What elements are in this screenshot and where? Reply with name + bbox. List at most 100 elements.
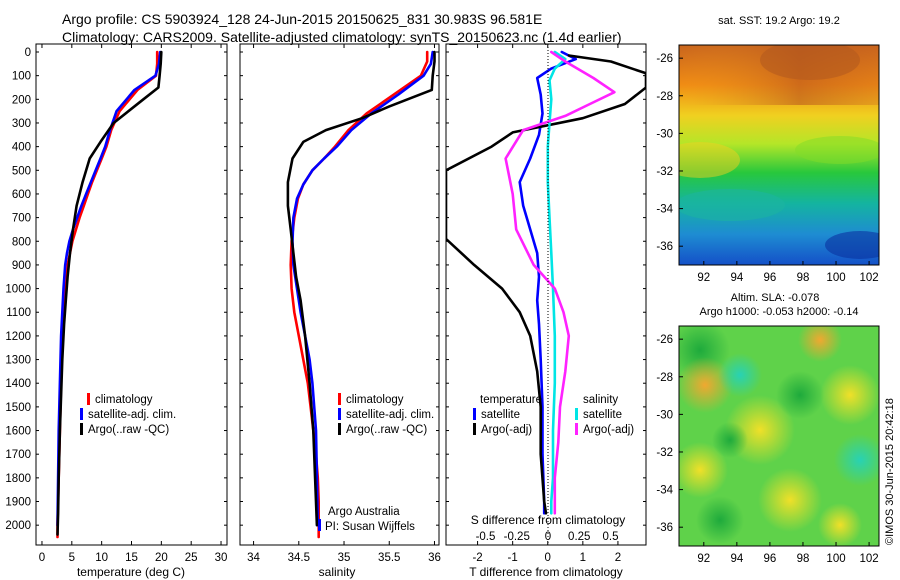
series-line-argo-raw-qc-	[286, 50, 436, 527]
depth-tick-label: 1100	[6, 307, 31, 319]
x-tick-label: 36	[428, 552, 441, 564]
salinity-series	[286, 50, 436, 539]
sla-x-ticks: 92 94 96 98 100 102	[697, 542, 879, 565]
temperature-series	[56, 50, 163, 539]
map-lon-tick-label: 92	[697, 272, 710, 284]
legend-swatch-t-argo	[473, 423, 476, 435]
x-tick-label: 25	[185, 552, 198, 564]
legend-swatch-s-satellite	[575, 408, 578, 420]
salinity-legend: climatology satellite-adj. clim. Argo(..…	[318, 393, 434, 533]
salinity-panel-frame	[239, 43, 440, 546]
x-tick-label: 15	[125, 552, 138, 564]
x-tick-label: 0	[545, 552, 551, 564]
map-lon-tick-label: 100	[826, 272, 845, 284]
sst-map-frame	[678, 44, 880, 266]
depth-tick-label: 1900	[5, 497, 31, 509]
map-lat-tick-label: -28	[656, 372, 673, 384]
depth-tick-label: 1600	[5, 426, 31, 438]
map-lat-tick-label: -28	[656, 91, 673, 103]
map-lat-tick-label: -36	[656, 241, 673, 253]
map-lon-tick-label: 96	[764, 272, 777, 284]
map-lon-tick-label: 100	[826, 553, 845, 565]
legend-head-salinity: salinity	[583, 394, 618, 406]
figure-title-line1: Argo profile: CS 5903924_128 24-Jun-2015…	[62, 11, 542, 27]
series-line-salinity-satellite	[546, 50, 567, 515]
legend-head-temperature: temperature	[480, 394, 542, 406]
depth-tick-label: 300	[12, 118, 31, 130]
legend-swatch-satellite	[338, 408, 341, 420]
series-line-temperature-satellite	[518, 50, 578, 515]
x-tick-label: -1	[508, 552, 518, 564]
map-lon-tick-label: 98	[797, 272, 810, 284]
legend-label-climatology: climatology	[95, 394, 153, 406]
x-tick-label: 35.5	[378, 552, 400, 564]
depth-tick-label: 2000	[5, 520, 31, 532]
sla-y-ticks: -26 -28 -30 -32 -34 -36	[656, 334, 683, 534]
map-lat-tick-label: -30	[656, 409, 673, 421]
difference-legend: temperature salinity satellite Argo(-adj…	[473, 394, 634, 436]
sst-map-title: sat. SST: 19.2 Argo: 19.2	[718, 15, 840, 27]
x-tick-label: 20	[155, 552, 168, 564]
depth-tick-label: 0	[25, 47, 31, 59]
credit-line1: Argo Australia	[328, 506, 400, 518]
depth-tick-label: 1800	[5, 473, 31, 485]
depth-tick-label: 1000	[5, 284, 31, 296]
t-difference-x-ticks: -2 -1 0 1 2	[472, 44, 621, 564]
map-lon-tick-label: 98	[797, 553, 810, 565]
map-lon-tick-label: 102	[859, 553, 878, 565]
x-tick-label: 5	[69, 552, 75, 564]
legend-label-s-argo: Argo(-adj)	[583, 424, 634, 436]
t-difference-axis-label: T difference from climatology	[469, 565, 623, 579]
series-line-argo-raw-qc-	[56, 50, 163, 536]
legend-swatch-satellite	[80, 408, 83, 420]
legend-swatch-t-satellite	[473, 408, 476, 420]
x-tick-label: 1	[580, 552, 586, 564]
s-tick-label: -0.5	[476, 531, 496, 543]
credit-swatch	[318, 519, 321, 531]
sst-x-ticks: 92 94 96 98 100 102	[697, 261, 879, 284]
map-lon-tick-label: 96	[764, 553, 777, 565]
depth-tick-label: 1700	[5, 449, 31, 461]
map-lon-tick-label: 94	[730, 272, 743, 284]
map-lat-tick-label: -36	[656, 522, 673, 534]
depth-tick-label: 400	[12, 142, 31, 154]
x-tick-label: 2	[615, 552, 621, 564]
x-tick-label: -2	[472, 552, 482, 564]
series-line-climatology	[56, 50, 159, 539]
legend-label-t-argo: Argo(-adj)	[481, 424, 532, 436]
legend-swatch-argo	[80, 423, 83, 435]
series-line-salinity-argo-adj-	[504, 50, 616, 515]
temperature-x-ticks: 0 5 10 15 20 25 30	[39, 44, 227, 564]
series-line-satellite-adj-clim-	[291, 50, 435, 527]
depth-tick-label: 600	[12, 189, 31, 201]
depth-tick-label: 700	[12, 213, 31, 225]
s-tick-label: -0.25	[504, 531, 530, 543]
map-lat-tick-label: -32	[656, 447, 673, 459]
s-tick-label: 0.25	[568, 531, 590, 543]
legend-label-argo: Argo(..raw -QC)	[346, 424, 427, 436]
legend-swatch-s-argo	[575, 423, 578, 435]
sst-map-image	[679, 45, 879, 265]
legend-swatch-argo	[338, 423, 341, 435]
map-lat-tick-label: -34	[656, 485, 673, 497]
sla-map-image	[679, 326, 879, 546]
legend-label-argo: Argo(..raw -QC)	[88, 424, 169, 436]
map-lat-tick-label: -26	[656, 53, 673, 65]
depth-tick-label: 200	[12, 94, 31, 106]
map-lon-tick-label: 92	[697, 553, 710, 565]
depth-tick-label: 1500	[5, 402, 31, 414]
s-difference-x-ticks: -0.5-0.2500.250.5	[476, 531, 619, 543]
depth-tick-label: 1200	[5, 331, 31, 343]
legend-label-s-satellite: satellite	[583, 409, 622, 421]
depth-tick-label: 900	[12, 260, 31, 272]
depth-tick-labels: 0 100 200 300 400 500 600 700 800 900 1000 1100 1200…	[5, 47, 31, 532]
x-tick-label: 34	[247, 552, 260, 564]
imos-timestamp: ©IMOS 30-Jun-2015 20:42:18	[884, 398, 896, 545]
legend-swatch-climatology	[338, 393, 341, 405]
s-difference-axis-label: S difference from climatology	[471, 513, 626, 527]
salinity-x-ticks: 34 34.5 35 35.5 36	[247, 44, 441, 564]
map-lat-tick-label: -30	[656, 128, 673, 140]
series-line-temperature-argo-adj-	[446, 54, 646, 515]
map-lat-tick-label: -32	[656, 166, 673, 178]
